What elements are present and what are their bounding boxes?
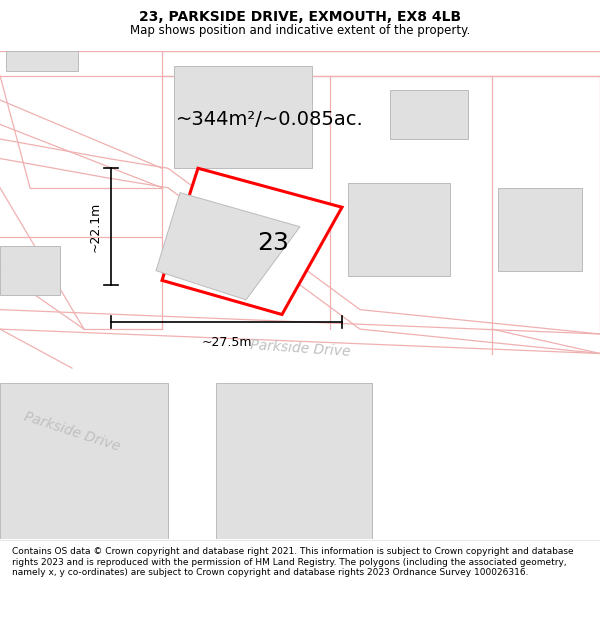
Polygon shape (216, 382, 372, 539)
Polygon shape (498, 188, 582, 271)
Text: Map shows position and indicative extent of the property.: Map shows position and indicative extent… (130, 24, 470, 37)
Polygon shape (348, 183, 450, 276)
Text: Parkside Drive: Parkside Drive (250, 338, 350, 359)
Polygon shape (156, 192, 300, 300)
Text: Contains OS data © Crown copyright and database right 2021. This information is : Contains OS data © Crown copyright and d… (12, 548, 574, 577)
Text: Parkside Drive: Parkside Drive (22, 409, 122, 454)
Text: 23: 23 (257, 231, 289, 254)
Text: ~27.5m: ~27.5m (201, 336, 252, 349)
Text: ~22.1m: ~22.1m (89, 202, 102, 252)
Text: ~344m²/~0.085ac.: ~344m²/~0.085ac. (176, 110, 364, 129)
Polygon shape (390, 90, 468, 139)
Polygon shape (174, 66, 312, 168)
Text: 23, PARKSIDE DRIVE, EXMOUTH, EX8 4LB: 23, PARKSIDE DRIVE, EXMOUTH, EX8 4LB (139, 10, 461, 24)
Polygon shape (162, 168, 342, 314)
Polygon shape (0, 246, 60, 295)
Polygon shape (6, 51, 78, 71)
Polygon shape (0, 382, 168, 539)
